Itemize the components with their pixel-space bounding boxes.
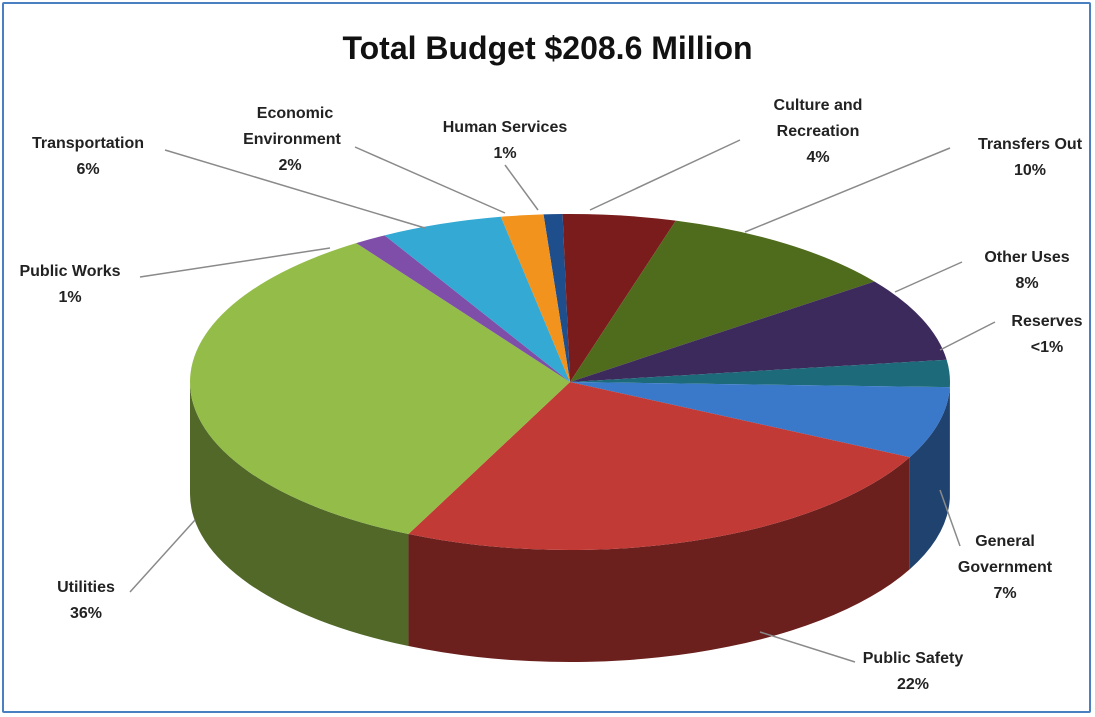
slice-label-reserves: Reserves bbox=[1011, 313, 1082, 330]
leader-line-utilities bbox=[129, 519, 196, 593]
slice-public-safety bbox=[408, 382, 910, 550]
slice-transfers-out bbox=[570, 220, 875, 382]
slice-label-human-services: Human Services bbox=[443, 119, 568, 136]
pie-sides bbox=[190, 382, 950, 662]
slice-label-general-government-line2: Government bbox=[958, 559, 1053, 576]
slice-label-culture-and-recreation-line1: Culture and bbox=[774, 97, 863, 114]
leader-lines bbox=[129, 139, 996, 663]
slice-transportation bbox=[384, 216, 570, 382]
slice-general-government bbox=[570, 382, 950, 458]
slice-label-public-works: Public Works bbox=[19, 263, 120, 280]
slice-label-other-uses: Other Uses bbox=[984, 249, 1069, 266]
slice-pct-human-services: 1% bbox=[493, 145, 516, 162]
slice-label-culture-and-recreation-line2: Recreation bbox=[777, 123, 860, 140]
leader-line-culture-and-recreation bbox=[589, 139, 741, 211]
slice-side-general-government bbox=[909, 387, 950, 570]
leader-line-economic-environment bbox=[354, 146, 506, 214]
slice-label-general-government-line1: General bbox=[975, 533, 1035, 550]
leader-line-reserves bbox=[939, 321, 996, 351]
slice-pct-public-works: 1% bbox=[58, 289, 81, 306]
leader-line-public-works bbox=[139, 247, 331, 278]
slice-label-utilities: Utilities bbox=[57, 579, 115, 596]
leader-line-general-government bbox=[939, 489, 961, 547]
slice-pct-other-uses: 8% bbox=[1015, 275, 1038, 292]
slice-label-economic-environment-line2: Environment bbox=[243, 131, 341, 148]
slice-label-public-safety: Public Safety bbox=[863, 650, 964, 667]
slice-side-public-safety bbox=[408, 457, 910, 662]
slice-reserves bbox=[570, 359, 950, 388]
slice-public-works bbox=[356, 235, 570, 382]
slice-other-uses bbox=[570, 281, 947, 382]
leader-line-transfers-out bbox=[744, 147, 951, 233]
slice-label-transportation: Transportation bbox=[32, 135, 144, 152]
slice-pct-utilities: 36% bbox=[70, 605, 102, 622]
slice-economic-environment bbox=[500, 214, 570, 382]
slice-pct-public-safety: 22% bbox=[897, 676, 929, 693]
slice-pct-general-government: 7% bbox=[993, 585, 1016, 602]
slice-culture-and-recreation bbox=[562, 213, 676, 382]
leader-line-human-services bbox=[504, 164, 539, 211]
slice-pct-culture-and-recreation: 4% bbox=[806, 149, 829, 166]
slice-label-economic-environment-line1: Economic bbox=[257, 105, 334, 122]
chart-title: Total Budget $208.6 Million bbox=[342, 30, 753, 66]
slice-pct-transfers-out: 10% bbox=[1014, 162, 1046, 179]
leader-line-transportation bbox=[164, 149, 426, 229]
leader-line-other-uses bbox=[894, 261, 963, 293]
pie-tops bbox=[190, 213, 950, 550]
slice-human-services bbox=[543, 214, 570, 382]
slice-label-transfers-out: Transfers Out bbox=[978, 136, 1083, 153]
slice-pct-reserves: <1% bbox=[1031, 339, 1063, 356]
leader-line-public-safety bbox=[759, 631, 856, 663]
slice-labels: Human Services 1% Culture and Recreation 4% T… bbox=[19, 97, 1082, 693]
slice-side-utilities bbox=[190, 382, 409, 647]
slice-utilities bbox=[190, 243, 570, 535]
slice-pct-economic-environment: 2% bbox=[278, 157, 301, 174]
slice-pct-transportation: 6% bbox=[76, 161, 99, 178]
